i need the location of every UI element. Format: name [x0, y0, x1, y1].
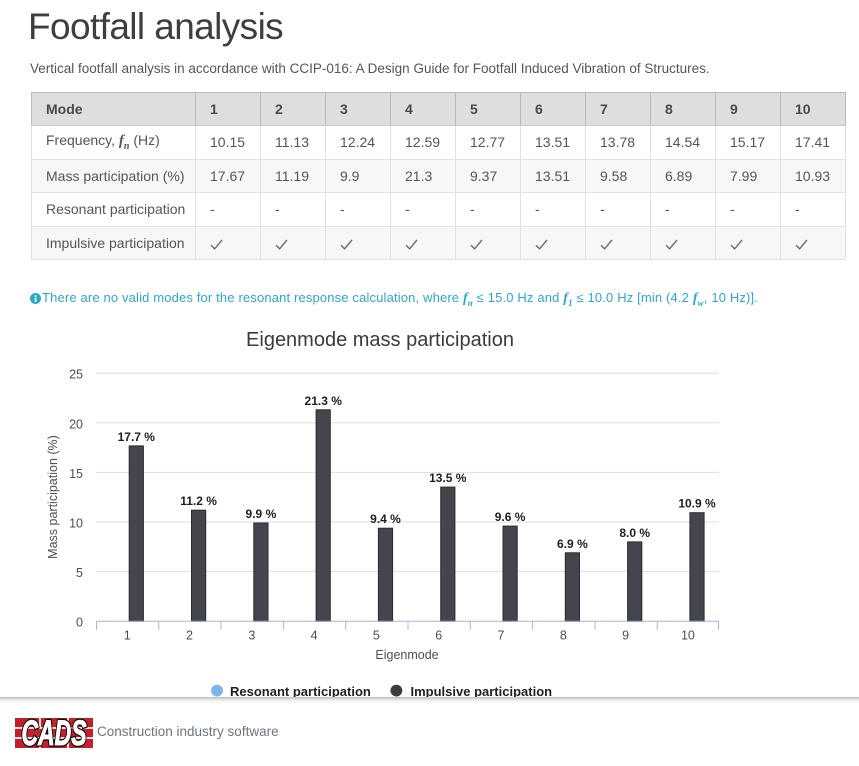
svg-text:Impulsive participation: Impulsive participation — [411, 684, 553, 697]
svg-text:11.2 %: 11.2 % — [180, 494, 217, 508]
svg-text:10: 10 — [69, 517, 83, 531]
svg-text:17.7 %: 17.7 % — [118, 430, 156, 444]
svg-text:2: 2 — [186, 629, 193, 643]
svg-text:9.6 %: 9.6 % — [495, 510, 526, 524]
svg-text:21.3 %: 21.3 % — [305, 394, 343, 408]
svg-text:CADS: CADS — [22, 718, 87, 748]
svg-text:3: 3 — [248, 629, 255, 643]
svg-text:Eigenmode: Eigenmode — [375, 648, 438, 662]
svg-text:6.9 %: 6.9 % — [557, 537, 588, 551]
svg-text:9: 9 — [622, 629, 629, 643]
svg-text:9.4 %: 9.4 % — [370, 512, 401, 526]
svg-text:6: 6 — [435, 629, 442, 643]
svg-text:8.0 %: 8.0 % — [619, 526, 650, 540]
svg-text:CADS: CADS — [22, 718, 87, 748]
svg-text:Eigenmode mass participation: Eigenmode mass participation — [246, 329, 514, 351]
svg-text:5: 5 — [76, 566, 83, 580]
svg-text:7: 7 — [498, 629, 505, 643]
svg-text:5: 5 — [373, 629, 380, 643]
svg-text:13.5 %: 13.5 % — [429, 471, 467, 485]
svg-text:1: 1 — [124, 629, 131, 643]
svg-text:25: 25 — [69, 368, 83, 382]
svg-text:15: 15 — [69, 467, 83, 481]
svg-text:8: 8 — [560, 629, 567, 643]
svg-text:Resonant participation: Resonant participation — [230, 684, 371, 697]
svg-text:4: 4 — [311, 629, 318, 643]
svg-text:9.9 %: 9.9 % — [246, 507, 277, 521]
svg-text:0: 0 — [76, 616, 83, 630]
svg-text:Mass participation (%): Mass participation (%) — [46, 435, 60, 559]
svg-text:10: 10 — [681, 629, 695, 643]
svg-text:10.9 %: 10.9 % — [678, 497, 716, 511]
svg-text:20: 20 — [69, 417, 83, 431]
